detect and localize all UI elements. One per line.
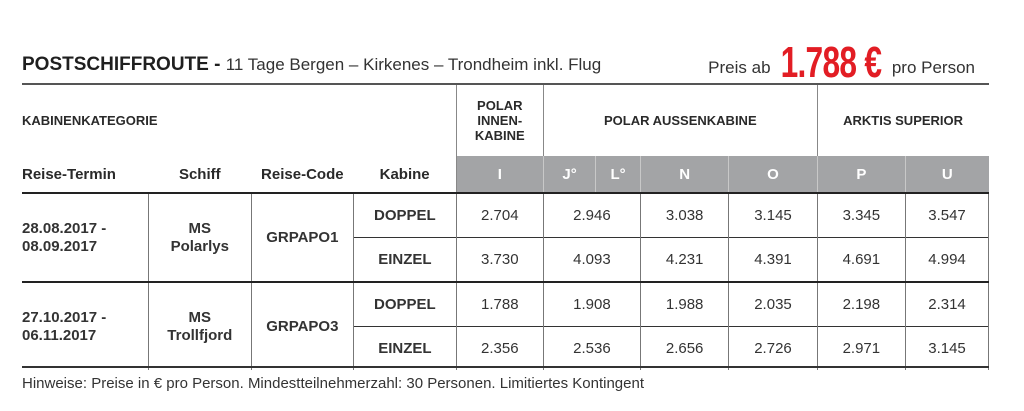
price-cell: 2.704 <box>455 192 544 238</box>
bottom-rule <box>22 366 989 368</box>
ship-label: Trollfjord <box>167 326 233 344</box>
cat-u: U <box>905 156 989 193</box>
group-polar-aussenkabine: POLAR AUSSENKABINE <box>542 85 818 156</box>
price-cell: 2.356 <box>455 326 544 370</box>
group-arktis-superior: ARKTIS SUPERIOR <box>816 85 989 156</box>
ship-prefix: MS <box>188 308 212 326</box>
ship-prefix: MS <box>188 219 212 237</box>
footer-note: Hinweise: Preise in € pro Person. Mindes… <box>22 375 644 392</box>
price-table: KABINENKATEGORIE POLAR INNEN- KABINE POL… <box>22 85 989 370</box>
price-cell: 3.038 <box>639 192 729 238</box>
price-cell: 2.971 <box>816 326 906 370</box>
price-cell: 4.231 <box>639 237 729 282</box>
ship-name: MS Polarlys <box>148 192 252 282</box>
trip-date: 28.08.2017 - 08.09.2017 <box>22 192 149 282</box>
table-row: EINZEL 3.730 4.093 4.231 4.391 4.691 4.9… <box>22 237 989 282</box>
ship-name: MS Trollfjord <box>148 281 252 370</box>
price-block: Preis ab 1.788 € pro Person <box>708 38 975 88</box>
price-cell: 2.035 <box>728 281 818 327</box>
price-cell: 2.656 <box>639 326 729 370</box>
price-value: 1.788 € <box>780 38 882 87</box>
group-line: KABINE <box>474 128 525 143</box>
cabin-type: EINZEL <box>353 237 457 282</box>
date-from: 27.10.2017 - <box>22 308 107 326</box>
price-cell: 3.145 <box>905 326 989 370</box>
price-cell: 1.788 <box>455 281 544 327</box>
table-row: EINZEL 2.356 2.536 2.656 2.726 2.971 3.1… <box>22 326 989 370</box>
cat-p: P <box>816 156 906 193</box>
group-polar-innenkabine: POLAR INNEN- KABINE <box>455 85 544 156</box>
group-line: POLAR <box>477 98 523 113</box>
page-title: POSTSCHIFFROUTE - 11 Tage Bergen – Kirke… <box>22 54 601 76</box>
price-cell: 1.908 <box>542 281 641 327</box>
col-schiff: Schiff <box>178 165 221 183</box>
trip-date: 27.10.2017 - 06.11.2017 <box>22 281 149 370</box>
top-rule <box>22 83 989 85</box>
date-to: 06.11.2017 <box>22 326 97 344</box>
trip-code: GRPAPO1 <box>250 192 354 282</box>
col-reise-code: Reise-Code <box>261 165 344 183</box>
group-line: INNEN- <box>477 113 523 128</box>
cat-n: N <box>639 156 729 193</box>
cabin-type: EINZEL <box>353 326 457 370</box>
price-cell: 2.946 <box>542 192 641 238</box>
price-cell: 1.988 <box>639 281 729 327</box>
cat-i: I <box>455 156 544 193</box>
price-cell: 2.198 <box>816 281 906 327</box>
table-row: 27.10.2017 - 06.11.2017 MS Trollfjord GR… <box>22 281 989 370</box>
category-label: KABINENKATEGORIE <box>22 113 158 128</box>
price-cell: 3.345 <box>816 192 906 238</box>
col-kabine: Kabine <box>379 165 430 183</box>
ship-label: Polarlys <box>170 237 229 255</box>
route-subtitle: 11 Tage Bergen – Kirkenes – Trondheim in… <box>225 55 602 74</box>
price-cell: 3.547 <box>905 192 989 238</box>
price-cell: 4.391 <box>728 237 818 282</box>
date-from: 28.08.2017 - <box>22 219 107 237</box>
price-cell: 2.536 <box>542 326 641 370</box>
col-reise-termin: Reise-Termin <box>22 165 116 183</box>
price-cell: 4.691 <box>816 237 906 282</box>
cat-l: L° <box>595 156 641 193</box>
price-prefix: Preis ab <box>708 58 771 77</box>
cabin-type: DOPPEL <box>353 192 457 238</box>
title-row: POSTSCHIFFROUTE - 11 Tage Bergen – Kirke… <box>22 38 989 87</box>
route-title: POSTSCHIFFROUTE - <box>22 54 221 75</box>
price-cell: 3.145 <box>728 192 818 238</box>
group-header-row: KABINENKATEGORIE POLAR INNEN- KABINE POL… <box>22 85 989 156</box>
price-cell: 4.994 <box>905 237 989 282</box>
price-cell: 3.730 <box>455 237 544 282</box>
price-cell: 4.093 <box>542 237 641 282</box>
cat-o: O <box>728 156 818 193</box>
cabin-type: DOPPEL <box>353 281 457 327</box>
table-row: 28.08.2017 - 08.09.2017 MS Polarlys GRPA… <box>22 192 989 282</box>
trip-code: GRPAPO3 <box>250 281 354 370</box>
price-cell: 2.314 <box>905 281 989 327</box>
price-suffix: pro Person <box>891 58 975 77</box>
column-header-row: Reise-Termin Schiff Reise-Code Kabine I … <box>22 156 989 193</box>
cat-j: J° <box>542 156 596 193</box>
price-cell: 2.726 <box>728 326 818 370</box>
date-to: 08.09.2017 <box>22 237 98 255</box>
